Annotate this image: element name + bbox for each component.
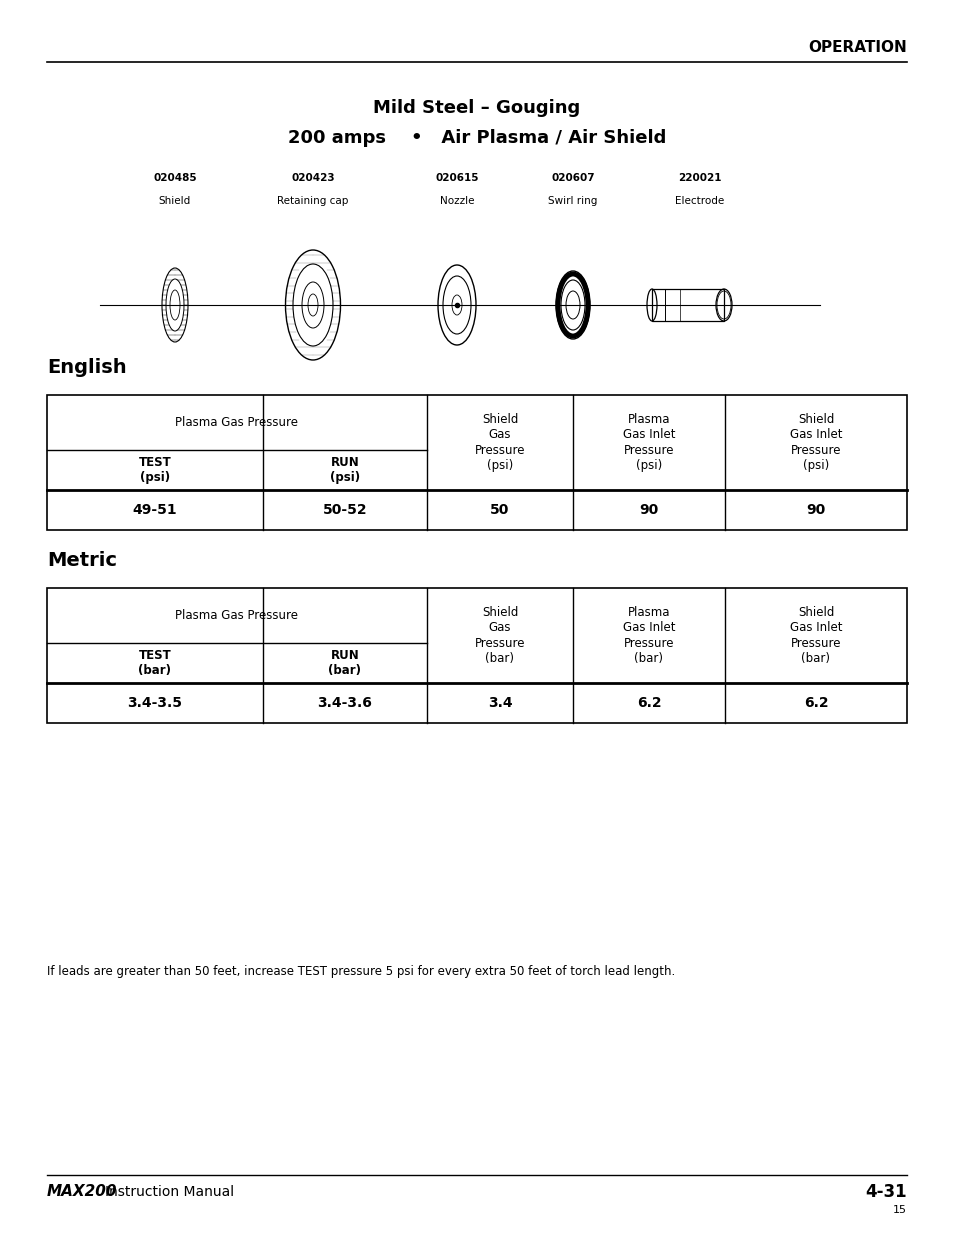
Text: TEST
(bar): TEST (bar) xyxy=(138,650,172,677)
Text: 50: 50 xyxy=(490,503,509,517)
Text: 020485: 020485 xyxy=(153,173,196,183)
Text: Shield: Shield xyxy=(159,196,191,206)
Text: 3.4-3.5: 3.4-3.5 xyxy=(128,697,182,710)
Text: English: English xyxy=(47,358,127,377)
Text: Retaining cap: Retaining cap xyxy=(277,196,349,206)
Text: Instruction Manual: Instruction Manual xyxy=(105,1186,233,1199)
Text: TEST
(psi): TEST (psi) xyxy=(138,456,172,484)
Bar xyxy=(47,395,906,530)
Text: 90: 90 xyxy=(639,503,658,517)
Text: 4-31: 4-31 xyxy=(864,1183,906,1200)
Text: 90: 90 xyxy=(805,503,824,517)
Text: Nozzle: Nozzle xyxy=(439,196,474,206)
Text: Shield
Gas Inlet
Pressure
(bar): Shield Gas Inlet Pressure (bar) xyxy=(789,605,841,666)
Text: Shield
Gas Inlet
Pressure
(psi): Shield Gas Inlet Pressure (psi) xyxy=(789,412,841,472)
Text: OPERATION: OPERATION xyxy=(807,41,906,56)
Text: Shield
Gas
Pressure
(bar): Shield Gas Pressure (bar) xyxy=(475,605,525,666)
Text: 020607: 020607 xyxy=(551,173,594,183)
Text: Swirl ring: Swirl ring xyxy=(548,196,598,206)
Text: Plasma Gas Pressure: Plasma Gas Pressure xyxy=(175,416,298,429)
Text: 020423: 020423 xyxy=(291,173,335,183)
Bar xyxy=(47,588,906,722)
Text: Metric: Metric xyxy=(47,551,117,571)
Text: 15: 15 xyxy=(892,1205,906,1215)
Text: 6.2: 6.2 xyxy=(636,697,660,710)
Text: 200 amps    •   Air Plasma / Air Shield: 200 amps • Air Plasma / Air Shield xyxy=(288,128,665,147)
Text: RUN
(psi): RUN (psi) xyxy=(330,456,359,484)
Text: 3.4: 3.4 xyxy=(487,697,512,710)
Text: Plasma
Gas Inlet
Pressure
(psi): Plasma Gas Inlet Pressure (psi) xyxy=(622,412,675,472)
Text: 220021: 220021 xyxy=(678,173,721,183)
Text: Shield
Gas
Pressure
(psi): Shield Gas Pressure (psi) xyxy=(475,412,525,472)
Text: Electrode: Electrode xyxy=(675,196,724,206)
Text: 3.4-3.6: 3.4-3.6 xyxy=(317,697,372,710)
Text: Plasma Gas Pressure: Plasma Gas Pressure xyxy=(175,609,298,622)
Text: 50-52: 50-52 xyxy=(322,503,367,517)
Text: 020615: 020615 xyxy=(435,173,478,183)
Text: RUN
(bar): RUN (bar) xyxy=(328,650,361,677)
Bar xyxy=(651,289,723,321)
Text: If leads are greater than 50 feet, increase TEST pressure 5 psi for every extra : If leads are greater than 50 feet, incre… xyxy=(47,965,675,978)
Text: 49-51: 49-51 xyxy=(132,503,177,517)
Text: MAX200: MAX200 xyxy=(47,1184,117,1199)
Text: Mild Steel – Gouging: Mild Steel – Gouging xyxy=(373,99,580,117)
Text: Plasma
Gas Inlet
Pressure
(bar): Plasma Gas Inlet Pressure (bar) xyxy=(622,605,675,666)
Text: 6.2: 6.2 xyxy=(802,697,827,710)
